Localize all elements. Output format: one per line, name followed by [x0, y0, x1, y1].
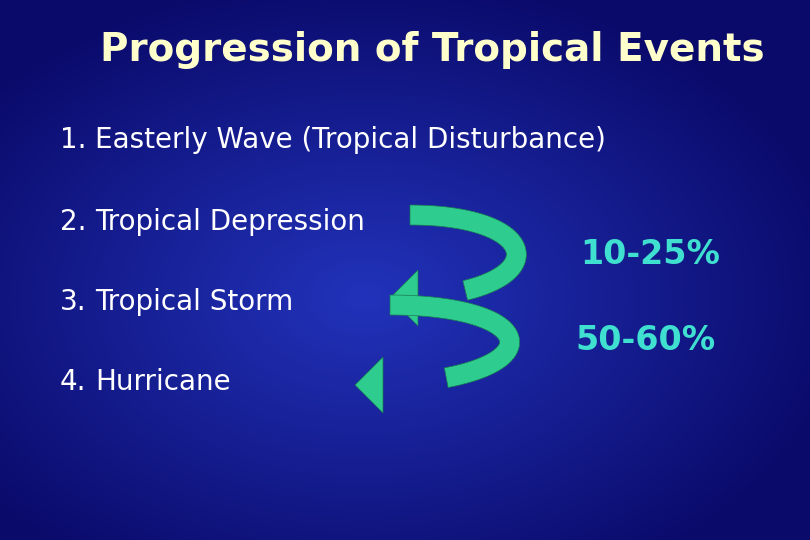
Text: 2.: 2.	[60, 208, 87, 236]
Text: Tropical Depression: Tropical Depression	[95, 208, 364, 236]
Text: Tropical Storm: Tropical Storm	[95, 288, 293, 316]
Text: 3.: 3.	[60, 288, 87, 316]
Text: 1.: 1.	[60, 126, 87, 154]
Text: Easterly Wave (Tropical Disturbance): Easterly Wave (Tropical Disturbance)	[95, 126, 606, 154]
Polygon shape	[355, 357, 383, 413]
Text: Progression of Tropical Events: Progression of Tropical Events	[100, 31, 765, 69]
Text: 10-25%: 10-25%	[580, 239, 720, 272]
Polygon shape	[390, 270, 418, 326]
Text: Hurricane: Hurricane	[95, 368, 231, 396]
Text: 50-60%: 50-60%	[575, 323, 715, 356]
Text: 4.: 4.	[60, 368, 87, 396]
Polygon shape	[410, 205, 526, 300]
Polygon shape	[390, 295, 520, 388]
